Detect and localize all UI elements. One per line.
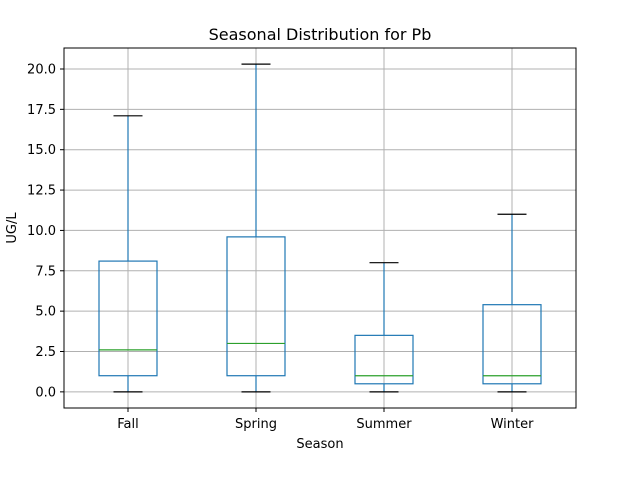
y-tick-label: 12.5 <box>27 184 56 199</box>
y-tick-label: 2.5 <box>35 345 56 360</box>
box-winter <box>482 213 542 393</box>
y-tick-label: 0.0 <box>35 385 56 400</box>
iqr-box <box>226 236 286 377</box>
y-tick-label: 10.0 <box>27 224 56 239</box>
x-tick-label: Spring <box>235 417 277 432</box>
tick-layer: 0.0 2.5 5.0 7.5 10.0 12.5 15.0 17.5 20.0 Fall Spri… <box>27 62 534 432</box>
box-spring <box>226 63 286 393</box>
iqr-box <box>482 304 542 385</box>
box-layer <box>98 63 542 393</box>
x-tick-label: Winter <box>491 417 535 432</box>
y-tick-label: 17.5 <box>27 103 56 118</box>
chart-title: Seasonal Distribution for Pb <box>209 25 432 44</box>
box-fall <box>98 115 158 393</box>
iqr-box <box>354 334 414 385</box>
grid-layer <box>64 48 576 408</box>
y-tick-label: 20.0 <box>27 62 56 77</box>
box-summer <box>354 262 414 393</box>
y-tick-label: 7.5 <box>35 264 56 279</box>
y-tick-label: 5.0 <box>35 305 56 320</box>
plot-frame <box>63 47 577 409</box>
y-axis-label: UG/L <box>5 212 20 244</box>
x-tick-label: Fall <box>117 417 138 432</box>
iqr-box <box>98 260 158 377</box>
x-axis-label: Season <box>296 437 343 452</box>
y-tick-label: 15.0 <box>27 143 56 158</box>
x-tick-label: Summer <box>356 417 412 432</box>
